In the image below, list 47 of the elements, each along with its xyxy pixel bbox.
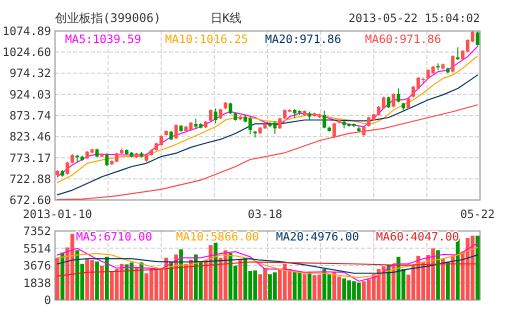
chart-subtitle: 日K线 xyxy=(210,11,242,25)
bar xyxy=(446,262,450,300)
y-tick-label: 823.46 xyxy=(9,130,52,144)
y-tick-label: 1074.89 xyxy=(2,24,52,38)
bar xyxy=(140,262,144,300)
y-tick-label: 873.74 xyxy=(9,108,52,122)
x-tick-label: 2013-01-10 xyxy=(22,207,92,221)
bar xyxy=(100,266,104,300)
y-tick-label: 0 xyxy=(44,293,52,307)
bar xyxy=(308,272,312,300)
bar xyxy=(214,242,218,300)
y-tick-label: 1024.60 xyxy=(2,45,52,60)
line-series xyxy=(56,104,478,200)
y-tick-label: 722.88 xyxy=(9,172,52,186)
bar xyxy=(476,236,480,300)
series-label: MA5:6710.00 xyxy=(76,230,152,244)
chart-title: 创业板指(399006) xyxy=(55,11,161,25)
bar xyxy=(56,258,60,300)
text: 2013-05-22 15:04:02 xyxy=(348,11,480,25)
bar xyxy=(179,249,183,300)
text: MA10:1016.25 xyxy=(165,32,248,46)
bar xyxy=(134,267,138,300)
text: MA20:971.86 xyxy=(265,32,342,46)
x-tick-label: 03-18 xyxy=(248,207,282,221)
line-series xyxy=(56,261,478,277)
series-label: MA20:4976.00 xyxy=(276,230,360,244)
line-series xyxy=(56,74,478,196)
y-tick-label: 974.32 xyxy=(9,66,51,80)
y-tick-label: 773.17 xyxy=(9,150,52,165)
bar xyxy=(436,250,440,300)
text: MA5:1039.59 xyxy=(65,32,142,46)
text: MA60:971.86 xyxy=(365,32,442,46)
bar xyxy=(104,256,109,300)
y-tick-label: 1838 xyxy=(23,276,52,290)
y-tick-label: 924.03 xyxy=(9,87,52,102)
y-tick-label: 3676 xyxy=(23,258,52,272)
bar xyxy=(95,262,99,300)
y-tick-label: 5514 xyxy=(23,241,52,256)
bar xyxy=(441,258,445,300)
bar xyxy=(302,274,306,300)
y-tick-label: 672.60 xyxy=(9,193,52,207)
x-tick-label: 05-22 xyxy=(460,207,495,221)
y-tick-label: 7352 xyxy=(23,224,51,238)
series-label: MA60:4047.00 xyxy=(376,230,460,244)
bar xyxy=(392,264,396,300)
line-series xyxy=(56,254,478,274)
series-label: MA10:5866.00 xyxy=(176,230,260,244)
